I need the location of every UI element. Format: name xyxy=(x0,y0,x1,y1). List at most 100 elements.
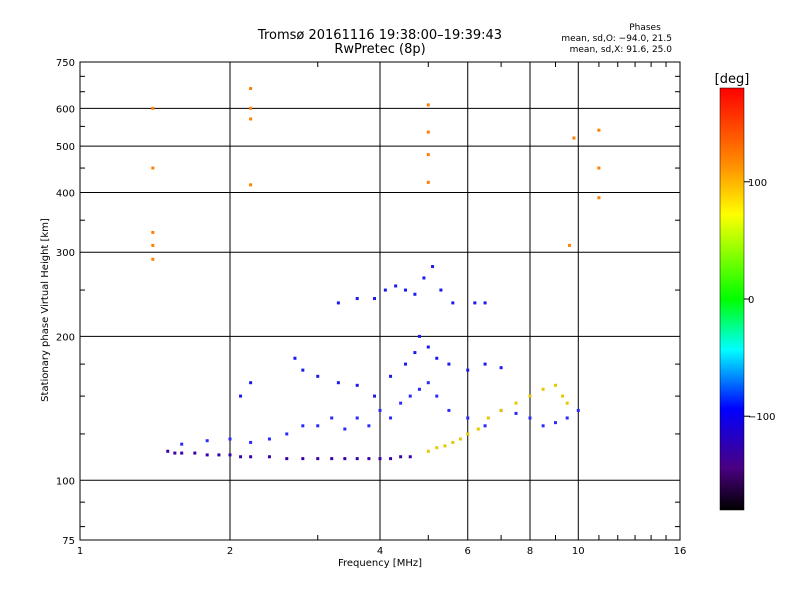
data-point xyxy=(394,284,398,288)
data-point xyxy=(301,424,305,428)
data-point xyxy=(166,449,170,453)
data-point xyxy=(301,457,305,461)
data-point xyxy=(316,374,320,378)
data-point xyxy=(383,288,387,292)
data-point xyxy=(389,416,393,420)
data-point xyxy=(417,387,421,391)
data-point xyxy=(483,424,487,428)
data-point xyxy=(173,451,177,455)
data-point xyxy=(355,297,359,301)
data-point xyxy=(378,408,382,412)
data-point xyxy=(151,243,155,247)
data-point xyxy=(151,166,155,170)
data-point xyxy=(458,437,462,441)
data-point xyxy=(514,401,518,405)
data-point xyxy=(403,288,407,292)
data-point xyxy=(180,442,184,446)
data-point xyxy=(316,424,320,428)
data-point xyxy=(249,455,253,459)
y-tick-label: 200 xyxy=(56,332,75,343)
data-point xyxy=(399,455,403,459)
data-point xyxy=(367,457,371,461)
colorbar-tick-label: 100 xyxy=(748,178,767,189)
data-point xyxy=(249,117,253,121)
data-point xyxy=(239,455,243,459)
data-point xyxy=(565,401,569,405)
data-point xyxy=(205,439,209,443)
data-point xyxy=(435,356,439,360)
data-point xyxy=(151,230,155,234)
data-point xyxy=(403,362,407,366)
data-point xyxy=(561,394,565,398)
data-point xyxy=(330,457,334,461)
data-point xyxy=(597,196,601,200)
x-axis-label: Frequency [MHz] xyxy=(338,558,422,569)
y-tick-label: 100 xyxy=(56,476,75,487)
data-point xyxy=(413,292,417,296)
data-point xyxy=(180,451,184,455)
x-tick-label: 10 xyxy=(572,546,585,557)
x-tick-label: 2 xyxy=(227,546,233,557)
colorbar-label: [deg] xyxy=(715,72,750,87)
data-point xyxy=(336,381,340,385)
chart-title: Tromsø 20161116 19:38:00–19:39:43 xyxy=(257,28,502,43)
data-point xyxy=(451,301,455,305)
data-point xyxy=(408,394,412,398)
data-point xyxy=(486,416,490,420)
data-point xyxy=(426,153,430,157)
data-point xyxy=(378,457,382,461)
y-axis-label: Stationary phase Virtual Height [km] xyxy=(40,218,51,402)
data-point xyxy=(217,453,221,457)
data-point xyxy=(285,432,289,436)
data-point xyxy=(597,128,601,132)
data-point xyxy=(399,401,403,405)
data-point xyxy=(422,276,426,280)
data-point xyxy=(249,183,253,187)
data-point xyxy=(435,394,439,398)
data-point xyxy=(426,449,430,453)
data-point xyxy=(239,394,243,398)
data-point xyxy=(499,408,503,412)
x-tick-label: 8 xyxy=(527,546,533,557)
x-tick-label: 4 xyxy=(377,546,383,557)
colorbar-tick-label: 0 xyxy=(748,295,754,306)
data-point xyxy=(389,374,393,378)
colorbar-ticks: 100 0 −100 xyxy=(744,178,775,423)
y-tick-label: 75 xyxy=(62,536,75,547)
data-point xyxy=(417,334,421,338)
data-point xyxy=(439,288,443,292)
data-points xyxy=(151,87,601,461)
data-point xyxy=(541,424,545,428)
x-tick-label: 16 xyxy=(674,546,687,557)
data-point xyxy=(528,416,532,420)
data-point xyxy=(443,444,447,448)
data-point xyxy=(343,427,347,431)
data-point xyxy=(193,451,197,455)
data-point xyxy=(355,457,359,461)
data-point xyxy=(466,416,470,420)
data-point xyxy=(447,362,451,366)
phase-stats-o: mean, sd,O: −94.0, 21.5 xyxy=(561,34,672,44)
data-point xyxy=(249,106,253,110)
data-point xyxy=(426,381,430,385)
data-point xyxy=(408,455,412,459)
data-point xyxy=(451,440,455,444)
x-axis-ticks: 1 2 4 6 8 10 16 xyxy=(77,62,687,557)
chart-subtitle: RwPretec (8p) xyxy=(334,42,425,57)
data-point xyxy=(426,103,430,107)
data-point xyxy=(413,351,417,355)
data-point xyxy=(514,411,518,415)
data-point xyxy=(205,453,209,457)
data-point xyxy=(249,381,253,385)
data-point xyxy=(553,383,557,387)
colorbar-tick-label: −100 xyxy=(748,412,775,423)
data-point xyxy=(355,383,359,387)
x-tick-label: 6 xyxy=(465,546,471,557)
data-point xyxy=(541,387,545,391)
data-point xyxy=(373,297,377,301)
data-point xyxy=(426,130,430,134)
data-point xyxy=(476,427,480,431)
data-point xyxy=(567,243,571,247)
data-point xyxy=(473,301,477,305)
